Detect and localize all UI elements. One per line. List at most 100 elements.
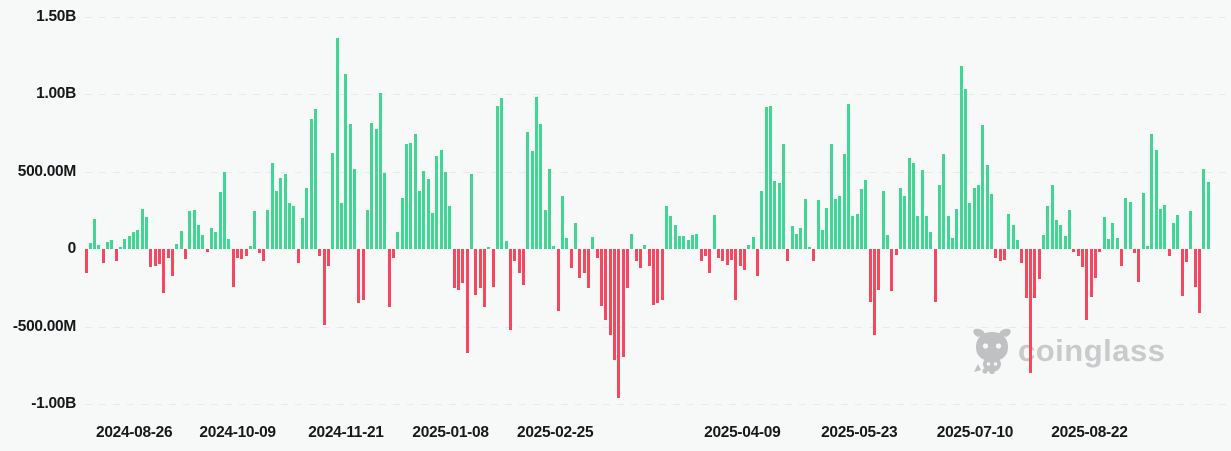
inflow-bar[interactable] [946,215,950,249]
inflow-bar[interactable] [747,244,751,249]
outflow-bar[interactable] [244,249,248,256]
outflow-bar[interactable] [738,249,742,267]
inflow-bar[interactable] [123,238,127,249]
inflow-bar[interactable] [773,181,777,249]
inflow-bar[interactable] [920,170,924,249]
outflow-bar[interactable] [656,249,660,304]
inflow-bar[interactable] [942,154,946,249]
inflow-bar[interactable] [1176,214,1180,249]
inflow-bar[interactable] [673,224,677,249]
inflow-bar[interactable] [197,224,201,249]
inflow-bar[interactable] [335,38,339,249]
inflow-bar[interactable] [929,232,933,249]
outflow-bar[interactable] [1072,249,1076,253]
inflow-bar[interactable] [552,246,556,249]
outflow-bar[interactable] [262,249,266,261]
outflow-bar[interactable] [452,249,456,289]
outflow-bar[interactable] [868,249,872,302]
outflow-bar[interactable] [742,249,746,270]
inflow-bar[interactable] [777,182,781,249]
outflow-bar[interactable] [1180,249,1184,297]
outflow-bar[interactable] [392,249,396,258]
inflow-bar[interactable] [838,196,842,249]
outflow-bar[interactable] [708,249,712,274]
outflow-bar[interactable] [699,249,703,262]
inflow-bar[interactable] [820,229,824,249]
inflow-bar[interactable] [383,172,387,249]
inflow-bar[interactable] [500,97,504,249]
inflow-bar[interactable] [400,197,404,249]
inflow-bar[interactable] [1163,204,1167,249]
inflow-bar[interactable] [565,237,569,249]
inflow-bar[interactable] [487,247,491,249]
inflow-bar[interactable] [188,210,192,249]
inflow-bar[interactable] [1054,220,1058,249]
inflow-bar[interactable] [210,227,214,249]
inflow-bar[interactable] [989,193,993,249]
outflow-bar[interactable] [1085,249,1089,320]
outflow-bar[interactable] [872,249,876,335]
inflow-bar[interactable] [504,241,508,249]
inflow-bar[interactable] [270,162,274,249]
inflow-bar[interactable] [1059,224,1063,249]
inflow-bar[interactable] [249,245,253,249]
outflow-bar[interactable] [236,249,240,258]
inflow-bar[interactable] [530,151,534,249]
inflow-bar[interactable] [145,217,149,249]
outflow-bar[interactable] [703,249,707,257]
inflow-bar[interactable] [279,177,283,249]
inflow-bar[interactable] [140,209,144,249]
inflow-bar[interactable] [136,229,140,249]
inflow-bar[interactable] [1171,222,1175,249]
inflow-bar[interactable] [1145,246,1149,249]
inflow-bar[interactable] [426,179,430,249]
inflow-bar[interactable] [846,104,850,249]
inflow-bar[interactable] [1189,211,1193,249]
inflow-bar[interactable] [864,180,868,249]
inflow-bar[interactable] [885,234,889,249]
outflow-bar[interactable] [465,249,469,354]
inflow-bar[interactable] [751,236,755,249]
outflow-bar[interactable] [327,249,331,267]
inflow-bar[interactable] [201,234,205,249]
outflow-bar[interactable] [457,249,461,290]
outflow-bar[interactable] [184,249,188,260]
outflow-bar[interactable] [1028,249,1032,374]
inflow-bar[interactable] [630,233,634,249]
outflow-bar[interactable] [604,249,608,320]
outflow-bar[interactable] [153,249,157,266]
inflow-bar[interactable] [1150,134,1154,249]
inflow-bar[interactable] [266,209,270,249]
inflow-bar[interactable] [1015,239,1019,249]
inflow-bar[interactable] [937,185,941,249]
outflow-bar[interactable] [734,249,738,300]
inflow-bar[interactable] [907,157,911,249]
inflow-bar[interactable] [574,222,578,249]
inflow-bar[interactable] [1115,237,1119,249]
inflow-bar[interactable] [950,237,954,249]
inflow-bar[interactable] [816,200,820,249]
outflow-bar[interactable] [517,249,521,274]
outflow-bar[interactable] [729,249,733,260]
inflow-bar[interactable] [1011,224,1015,249]
inflow-bar[interactable] [422,171,426,249]
inflow-bar[interactable] [218,192,222,249]
inflow-bar[interactable] [803,198,807,249]
inflow-bar[interactable] [976,185,980,249]
inflow-bar[interactable] [768,105,772,249]
outflow-bar[interactable] [582,249,586,274]
outflow-bar[interactable] [786,249,790,262]
outflow-bar[interactable] [158,249,162,265]
outflow-bar[interactable] [1024,249,1028,299]
inflow-bar[interactable] [405,144,409,249]
inflow-bar[interactable] [591,237,595,249]
outflow-bar[interactable] [613,249,616,360]
outflow-bar[interactable] [171,249,175,277]
outflow-bar[interactable] [660,249,664,300]
inflow-bar[interactable] [1102,216,1106,249]
outflow-bar[interactable] [231,249,235,287]
outflow-bar[interactable] [608,249,612,335]
inflow-bar[interactable] [439,150,443,249]
outflow-bar[interactable] [296,249,300,264]
